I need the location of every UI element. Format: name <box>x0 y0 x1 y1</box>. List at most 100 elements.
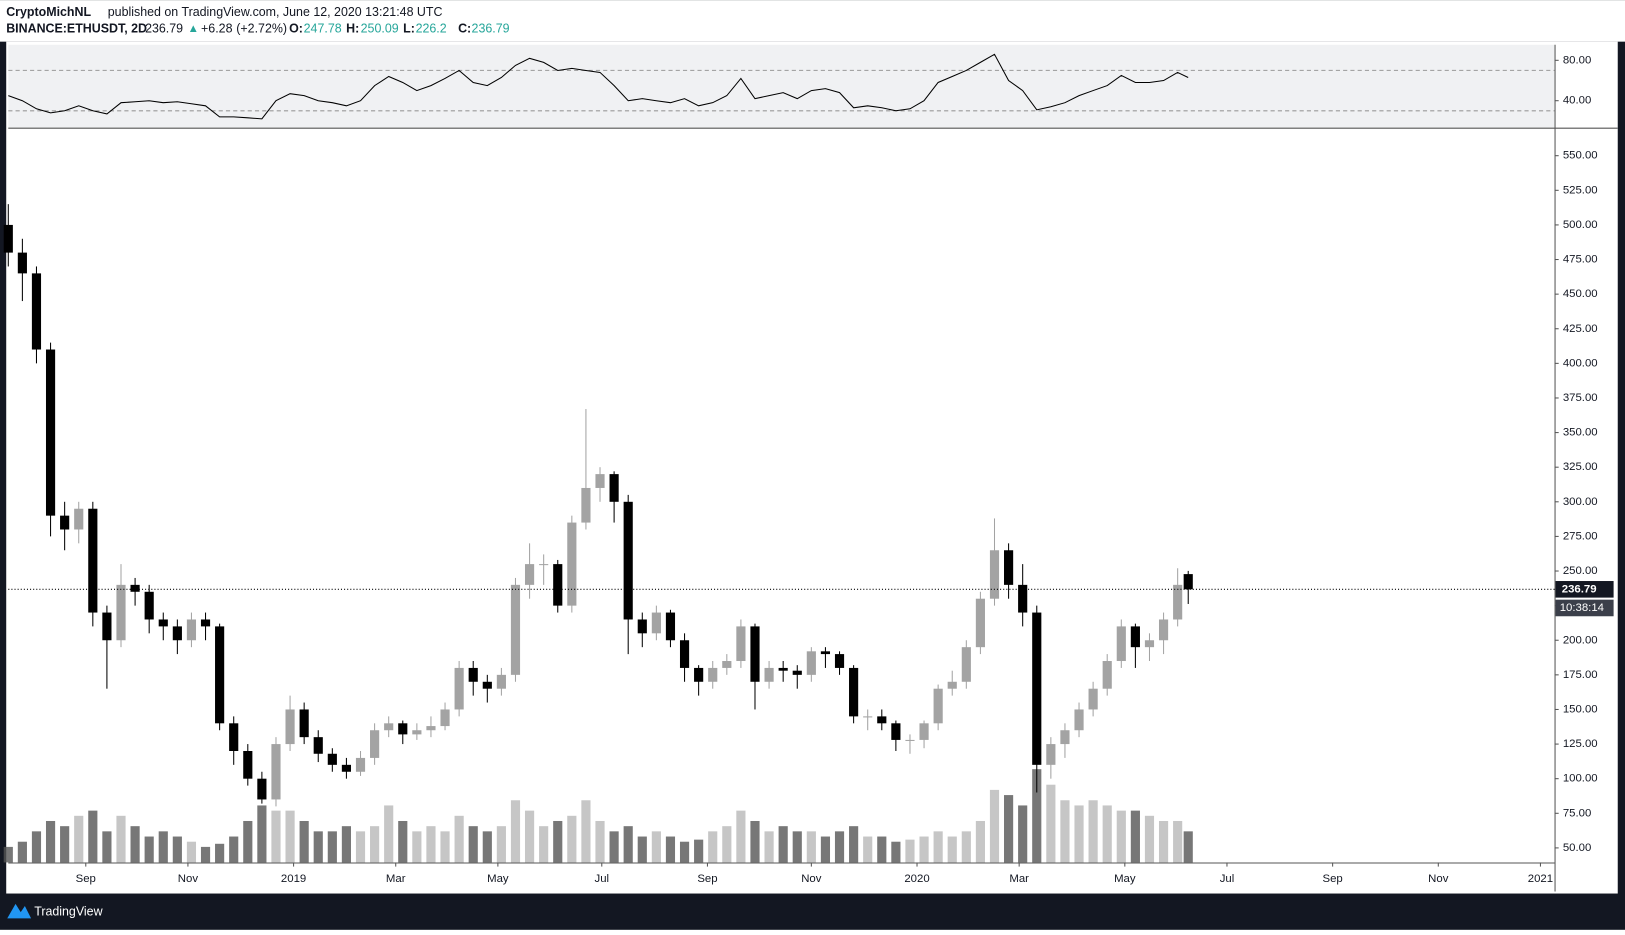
high-value: 250.09 <box>361 21 399 35</box>
volume-bar <box>539 826 549 863</box>
volume-bar <box>1018 805 1028 863</box>
volume-bar <box>1144 815 1155 863</box>
volume-bar <box>1032 769 1042 863</box>
volume-bar <box>947 836 957 863</box>
volume-bar <box>496 826 506 863</box>
y-tick-label: 50.00 <box>1563 842 1591 854</box>
high-label: H: <box>346 21 359 35</box>
candle-body <box>1004 550 1014 585</box>
volume-bar <box>1102 805 1112 863</box>
candle-body <box>764 667 774 682</box>
candle-body <box>243 750 253 779</box>
volume-bar <box>877 836 887 863</box>
x-tick-label: 2020 <box>904 873 929 885</box>
candle-body <box>1183 574 1193 590</box>
volume-bar <box>299 820 309 863</box>
volume-bar <box>679 841 690 863</box>
candle-body <box>989 550 1000 599</box>
volume-bar <box>694 839 704 863</box>
y-tick-label: 300.00 <box>1563 496 1598 508</box>
y-tick-label: 450.00 <box>1563 288 1598 300</box>
candle-body <box>1088 688 1098 710</box>
volume-bar <box>130 826 140 863</box>
volume-bar <box>412 831 422 863</box>
volume-bar <box>60 826 70 863</box>
volume-bar <box>623 826 633 863</box>
candle-body <box>327 753 337 765</box>
candle-body <box>229 723 239 751</box>
candle-body <box>975 598 985 648</box>
header-bg <box>0 0 1625 42</box>
candle-body <box>637 619 647 634</box>
close-value: 236.79 <box>472 21 510 35</box>
volume-bar <box>243 820 253 863</box>
volume-bar <box>1116 810 1126 863</box>
candle-body <box>581 487 591 523</box>
volume-bar <box>116 815 126 863</box>
x-tick-label: Jul <box>1220 873 1235 885</box>
candle-body <box>961 647 971 682</box>
volume-bar <box>468 826 478 863</box>
volume-bar <box>820 836 831 863</box>
x-tick-label: Sep <box>76 873 96 885</box>
volume-bar <box>567 815 577 863</box>
volume-bar <box>1046 784 1056 863</box>
volume-bar <box>891 841 901 863</box>
volume-bar <box>398 820 408 863</box>
candle-body <box>1018 584 1028 613</box>
brand-logo <box>7 903 32 919</box>
x-tick-label: Sep <box>1323 873 1343 885</box>
candle-body <box>595 474 605 488</box>
candle-body <box>736 626 746 662</box>
volume-bar <box>313 831 323 863</box>
volume-bar <box>102 831 112 863</box>
candle-body <box>623 501 633 620</box>
countdown-box <box>1555 599 1614 617</box>
volume-bar <box>834 831 845 863</box>
candle-body <box>877 716 887 724</box>
volume-bar <box>229 836 239 863</box>
y-tick-label: 525.00 <box>1563 184 1598 196</box>
candle-body <box>60 515 70 530</box>
volume-bar <box>1130 810 1140 863</box>
y-tick-label: 375.00 <box>1563 392 1598 404</box>
volume-bar <box>736 810 746 863</box>
volume-bar <box>45 820 56 863</box>
candle-body <box>440 709 450 727</box>
volume-bar <box>1158 820 1169 863</box>
volume-bar <box>792 831 802 863</box>
x-tick-label: Sep <box>697 873 717 885</box>
volume-bar <box>1060 800 1070 863</box>
y-tick-label: 75.00 <box>1563 807 1591 819</box>
candle-body <box>172 626 182 641</box>
volume-bar <box>595 820 605 863</box>
last-price: 236.79 <box>145 21 183 35</box>
volume-bar <box>17 841 27 863</box>
volume-bar <box>426 826 436 863</box>
candle-body <box>722 661 732 668</box>
x-tick-label: 2019 <box>281 873 306 885</box>
volume-bar <box>524 810 535 863</box>
volume-bar <box>440 831 450 863</box>
volume-bar <box>454 815 464 863</box>
volume-bar <box>370 826 380 863</box>
rsi-tick-label: 80.00 <box>1563 54 1591 66</box>
candle-body <box>651 612 661 634</box>
volume-bar <box>327 831 337 863</box>
y-tick-label: 350.00 <box>1563 427 1598 439</box>
volume-bar <box>384 805 394 863</box>
candle-body <box>186 619 197 641</box>
y-tick-label: 100.00 <box>1563 773 1598 785</box>
volume-bar <box>849 826 859 863</box>
candle-body <box>891 723 901 740</box>
candle-body <box>384 723 394 731</box>
candle-body <box>102 612 112 641</box>
y-tick-label: 325.00 <box>1563 461 1598 473</box>
author: CryptoMichNL <box>6 5 91 19</box>
candle-body <box>370 730 380 758</box>
candle-body <box>17 252 27 274</box>
candle-body <box>1173 584 1183 620</box>
x-tick-label: 2021 <box>1528 873 1553 885</box>
candle-body <box>933 688 943 724</box>
x-tick-label: Nov <box>801 873 822 885</box>
